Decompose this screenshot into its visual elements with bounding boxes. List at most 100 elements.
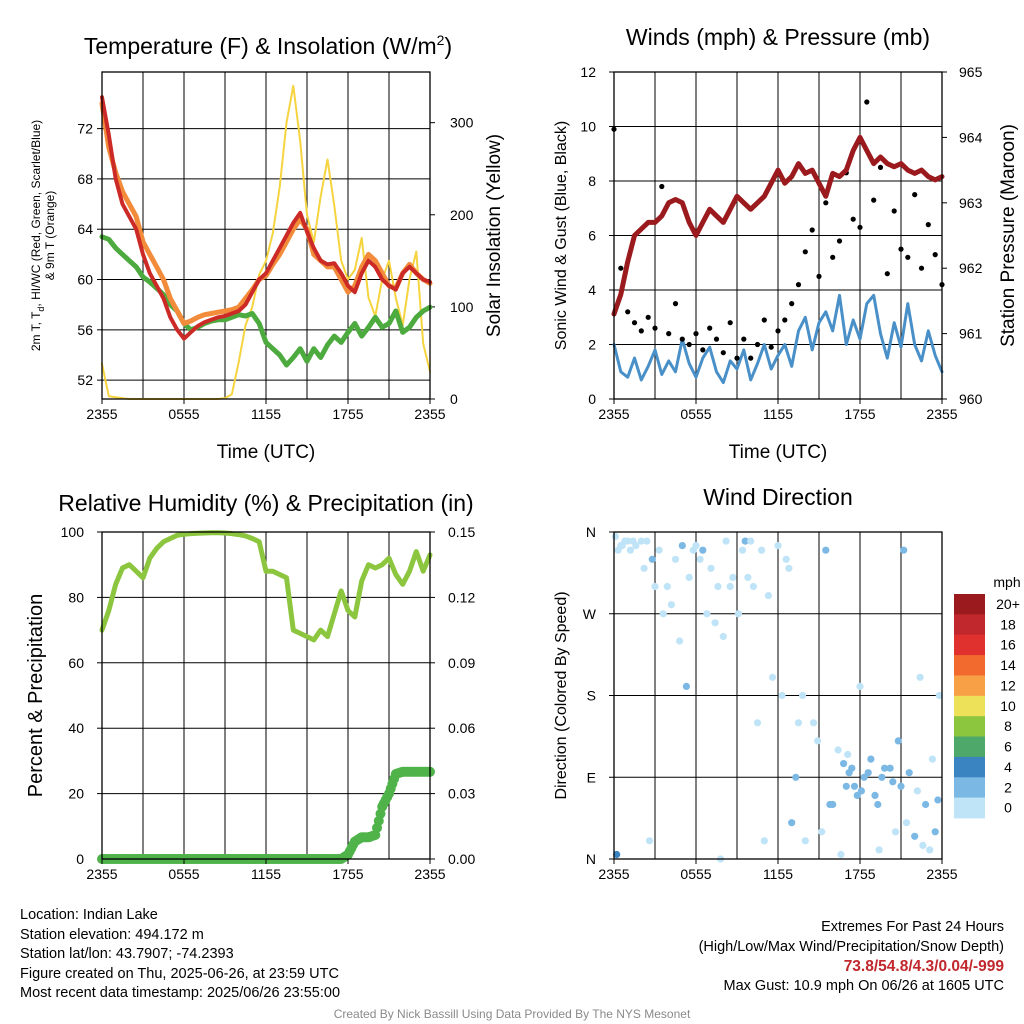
y-axis-label: 2m T, Td, HI/WC (Red, Green, Scarlet/Blu… [29,120,46,351]
station-elevation: Station elevation: 494.172 m [20,926,204,943]
direction-point [889,778,897,786]
direction-point [667,601,676,609]
direction-point [626,546,635,554]
direction-point [707,564,715,572]
gust-point [816,273,822,279]
direction-point [768,673,777,681]
gust-point [830,254,836,260]
gust-point [823,200,829,206]
direction-point [931,828,939,836]
y-tick-label-right: 964 [959,129,983,145]
y-tick-label: 40 [68,720,84,736]
gust-point [672,301,679,307]
legend-label: 0 [1004,800,1012,816]
y-tick-label: S [587,688,596,704]
x-tick-label: 1755 [332,406,363,422]
series-line-2m-temp [100,95,432,341]
legend-swatch [954,594,985,615]
direction-point [902,819,911,827]
gust-point [775,328,781,334]
direction-point [864,769,872,777]
direction-point [689,546,697,554]
extremes-subtitle: (High/Low/Max Wind/Precipitation/Snow De… [698,938,1004,955]
gust-point [912,192,918,198]
legend-swatch [954,756,985,778]
direction-point [850,782,859,790]
y-tick-label: 80 [68,589,84,605]
gust-point [645,314,651,320]
series-line-humidity [99,530,433,643]
gust-point [891,208,897,214]
y-tick-label-right: 100 [450,299,474,315]
direction-point [764,592,773,600]
x-axis-label: Time (UTC) [729,442,828,463]
gust-point [809,227,815,233]
y-tick-label: 8 [588,173,596,189]
x-tick-label: 0555 [680,866,711,882]
legend-label: 18 [1000,616,1016,632]
gust-point [638,328,644,334]
gust-point [761,317,767,323]
direction-point [881,764,889,772]
gust-point [789,301,795,307]
direction-point [749,582,758,591]
direction-point [837,850,845,859]
y-tick-label-right: 960 [959,391,983,407]
gust-point [720,350,726,356]
direction-point [678,542,686,550]
series-line-pressure [611,134,945,317]
y-tick-label-right: 962 [959,260,983,276]
gust-point [727,320,733,326]
y-tick-label: N [586,851,596,867]
gust-point [795,282,802,288]
legend-label: 14 [1000,657,1016,673]
chart-title-close: ) [444,33,452,59]
y-tick-label: 6 [588,228,596,244]
station-location: Location: Indian Lake [20,907,158,923]
x-tick-label: 1755 [332,866,363,882]
legend-label: 6 [1004,739,1012,755]
legend-swatch [954,655,985,676]
gust-point [782,317,788,323]
legend-swatch [954,716,985,737]
y-axis-label-part: , HI/WC (Red, Green, Scarlet/Blue) [29,120,43,307]
y-axis-label-part: d [36,307,46,312]
x-tick-label: 1155 [763,866,793,882]
legend-swatch [954,634,985,656]
legend-swatch [954,797,985,819]
gust-point [700,347,706,353]
legend-swatch [954,777,985,799]
x-tick-label: 1155 [251,406,281,422]
x-tick-label: 0555 [168,866,199,882]
x-tick-label: 1755 [844,406,875,422]
y-tick-label: 68 [77,171,93,187]
y-tick-label: 60 [68,655,84,671]
direction-point [875,846,883,854]
y-tick-label: 12 [580,64,596,80]
y-tick-label: 0 [588,391,596,407]
legend-label: 8 [1004,718,1012,734]
chart-frame-1 [142,72,390,399]
y-tick-label-right: 0.06 [448,720,475,736]
direction-point [629,537,637,545]
gust-point [857,224,863,230]
gust-point [905,254,911,260]
direction-point [676,637,684,645]
y-tick-label: 64 [77,221,93,237]
x-tick-label: 1755 [844,866,875,882]
direction-point [699,546,707,554]
direction-point [867,755,875,763]
y-tick-label-right: 0.12 [448,589,475,605]
x-tick-label: 1155 [763,406,793,422]
direction-point [703,610,711,618]
direction-point [682,682,691,691]
direction-point [935,691,943,700]
extremes-values: 73.8/54.8/4.3/0.04/-999 [843,958,1004,975]
gust-point [618,265,624,271]
x-tick-label: 2355 [86,406,117,422]
chart-title-superscript: 2 [437,32,445,48]
y-tick-label: 10 [580,119,596,135]
legend-swatch [954,614,985,636]
direction-point [729,573,737,582]
gust-point [625,309,631,315]
